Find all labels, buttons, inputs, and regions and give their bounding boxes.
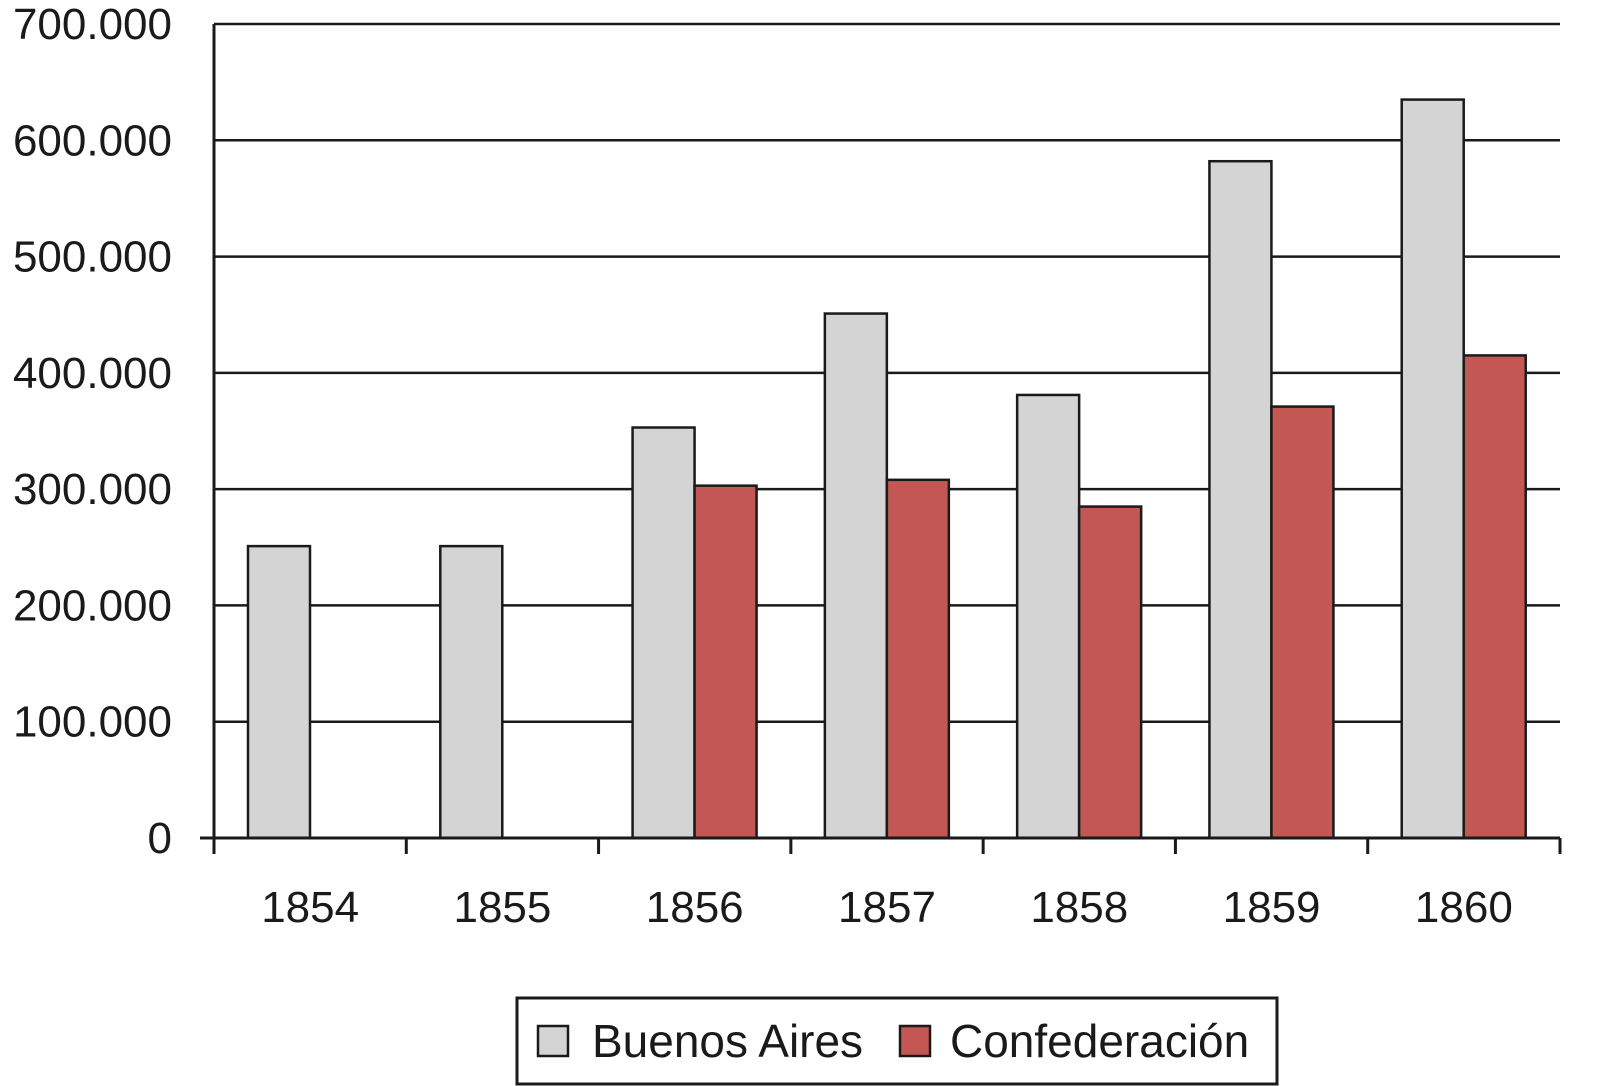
- x-tick-label: 1856: [646, 883, 744, 932]
- legend-box: [515, 996, 1279, 1086]
- x-tick-label: 1854: [261, 883, 359, 932]
- legend-label: Confederación: [950, 1015, 1249, 1067]
- bar-buenos-aires: [1400, 98, 1465, 840]
- y-tick-label: 500.000: [13, 233, 172, 282]
- x-tick-label: 1859: [1223, 883, 1321, 932]
- bar-buenos-aires: [1208, 159, 1273, 840]
- bar-confederacion: [1462, 354, 1527, 840]
- bar-buenos-aires: [823, 312, 889, 840]
- bars: [246, 98, 1527, 840]
- x-tick-labels: 1854 1855 1856 1857 1858 1859 1860: [261, 883, 1513, 932]
- bar-buenos-aires: [439, 544, 504, 840]
- bar-buenos-aires: [1015, 393, 1081, 840]
- legend-label: Buenos Aires: [592, 1015, 863, 1067]
- legend-swatch: [898, 1024, 932, 1058]
- legend: Buenos Aires Confederación: [515, 996, 1279, 1086]
- bar-confederacion: [1077, 505, 1143, 840]
- y-tick-label: 200.000: [13, 581, 172, 630]
- axes: [200, 24, 1562, 854]
- bar-confederacion: [885, 478, 951, 840]
- x-tick-label: 1858: [1030, 883, 1128, 932]
- bar-confederacion: [1270, 405, 1335, 840]
- y-tick-label: 400.000: [13, 349, 172, 398]
- bar-buenos-aires: [246, 544, 312, 840]
- x-tick-label: 1855: [453, 883, 551, 932]
- y-tick-label: 300.000: [13, 465, 172, 514]
- bar-buenos-aires: [631, 426, 696, 840]
- y-tick-label: 0: [148, 814, 172, 863]
- legend-swatch: [536, 1024, 570, 1058]
- y-tick-label: 600.000: [13, 116, 172, 165]
- y-tick-labels: 0 100.000 200.000 300.000 400.000 500.000 600.…: [13, 0, 172, 863]
- y-tick-label: 700.000: [13, 0, 172, 49]
- bar-confederacion: [693, 484, 758, 840]
- x-tick-label: 1857: [838, 883, 936, 932]
- y-tick-label: 100.000: [13, 698, 172, 747]
- x-tick-label: 1860: [1415, 883, 1513, 932]
